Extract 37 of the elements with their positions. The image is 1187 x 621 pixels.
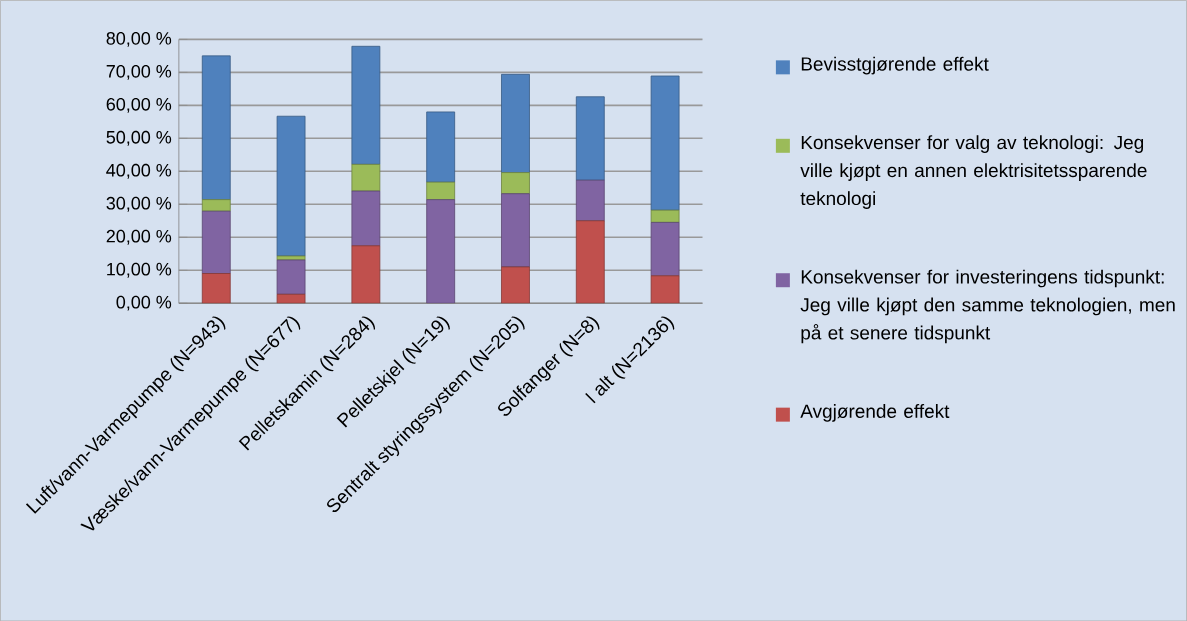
y-tick-label: 30,00 %	[106, 196, 172, 212]
bar	[650, 275, 680, 304]
bar	[351, 190, 381, 247]
bar	[575, 96, 605, 181]
bar	[201, 272, 231, 304]
y-tick-label: 50,00 %	[106, 130, 172, 146]
bar	[650, 221, 680, 277]
bar	[650, 209, 680, 223]
bar	[501, 266, 530, 304]
bar	[426, 181, 456, 200]
bar	[501, 193, 530, 268]
bar	[201, 55, 231, 200]
y-tick-label: 20,00 %	[106, 229, 172, 245]
bar	[276, 259, 306, 295]
bar	[501, 172, 530, 194]
bar	[276, 115, 306, 257]
legend-label: Avgjørende effekt	[800, 403, 950, 422]
bar	[351, 45, 381, 165]
bar	[650, 75, 680, 211]
bar	[201, 210, 231, 274]
y-tick-label: 40,00 %	[106, 163, 172, 179]
y-tick-label: 80,00 %	[106, 31, 172, 47]
legend-label: Konsekvenser for investeringens tidspunkt: Jeg ville kjøpt den samme teknologien, men på et senere tidspunkt	[800, 269, 1175, 344]
bar	[575, 179, 605, 221]
bar	[351, 245, 381, 304]
y-tick-label: 10,00 %	[107, 262, 172, 278]
bar	[426, 111, 456, 183]
bar	[351, 163, 381, 192]
y-tick-label: 60,00 %	[106, 97, 172, 113]
bar	[426, 199, 456, 304]
bar	[201, 199, 231, 212]
bar	[501, 73, 530, 173]
legend-label: Konsekvenser for valg av teknologi: Jeg ville kjøpt en annen elektrisitetssparende teknologi	[800, 135, 1147, 209]
bar	[575, 220, 605, 304]
y-tick-label: 0,00 %	[116, 295, 172, 311]
y-tick-label: 70,00 %	[106, 64, 172, 80]
legend-label: Bevisstgjørende effekt	[801, 56, 989, 75]
